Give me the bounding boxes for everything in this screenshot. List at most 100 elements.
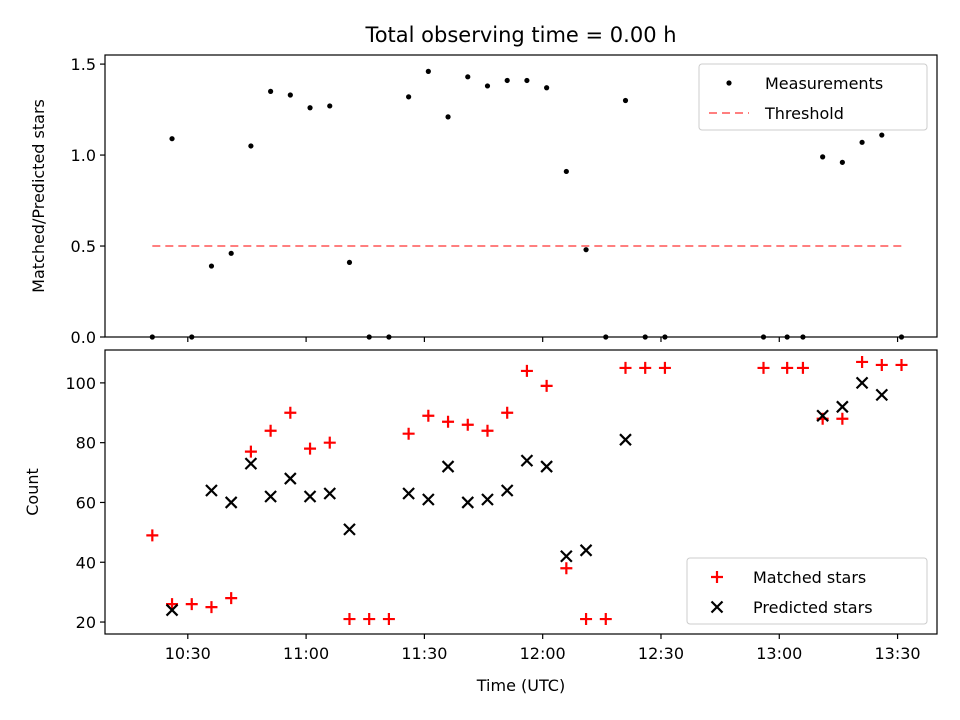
matched-star-point: [185, 598, 198, 611]
y-tick-label: 40: [76, 553, 96, 572]
measurement-point: [800, 334, 806, 340]
legend-label: Threshold: [764, 104, 844, 123]
measurement-point: [307, 105, 313, 111]
x-tick-label: 10:30: [165, 644, 211, 663]
legend-label: Matched stars: [753, 568, 866, 587]
matched-star-point: [580, 613, 593, 626]
measurement-point: [524, 77, 530, 84]
matched-star-point: [540, 379, 553, 392]
measurement-point: [484, 83, 491, 89]
measurement-point: [366, 334, 372, 340]
matched-star-point: [264, 424, 277, 437]
legend: Measurements Threshold: [698, 63, 928, 131]
measurement-point: [208, 263, 215, 269]
measurement-point: [445, 114, 451, 120]
predicted-star-point: [500, 484, 514, 497]
y-tick-label: 0.5: [71, 237, 96, 256]
legend-label: Measurements: [765, 74, 883, 93]
y-tick-label: 100: [65, 374, 96, 393]
matched-star-point: [619, 361, 632, 374]
y-tick-label: 80: [76, 434, 96, 453]
predicted-star-point: [205, 484, 218, 497]
matched-star-point: [343, 613, 356, 626]
y-tick-label: 0.0: [71, 328, 96, 347]
measurement-point: [386, 334, 392, 340]
measurement-point: [784, 334, 790, 340]
matched-star-point: [244, 445, 257, 458]
series-layer: [149, 68, 905, 340]
top-subplot: 0.0 0.5 1.0 1.5 Matched/Predicted stars Measu…: [29, 54, 938, 347]
legend-box: [686, 557, 928, 625]
x-tick-label: 11:00: [283, 644, 329, 663]
y-tick-label: 1.0: [71, 146, 96, 165]
matched-star-point: [895, 358, 908, 371]
matched-star-point: [599, 613, 612, 626]
matched-star-point: [304, 442, 317, 455]
matched-star-point: [481, 424, 494, 437]
y-tick-label: 1.5: [71, 55, 96, 74]
measurement-point: [603, 334, 609, 340]
predicted-star-point: [343, 523, 356, 536]
matched-star-point: [422, 409, 435, 422]
measurement-point: [346, 259, 353, 266]
measurement-point: [228, 250, 234, 256]
y-axis-label: Count: [23, 468, 42, 516]
matched-star-point: [284, 406, 297, 419]
predicted-star-point: [520, 454, 534, 467]
predicted-star-point: [875, 388, 889, 402]
legend-label: Predicted stars: [753, 598, 873, 617]
measurement-point: [504, 77, 510, 84]
matched-star-point: [442, 415, 455, 428]
legend-marker-swatch: [711, 571, 723, 583]
matched-star-point: [875, 358, 888, 371]
predicted-star-point: [619, 433, 632, 446]
axes-frame: [104, 54, 938, 338]
axes-frame: [104, 349, 938, 635]
matched-star-point: [639, 361, 652, 374]
predicted-star-point: [422, 493, 435, 506]
predicted-star-point: [540, 460, 553, 473]
matched-star-point: [461, 418, 474, 431]
matched-star-point: [323, 436, 336, 449]
measurement-point: [406, 94, 412, 100]
matched-star-point: [146, 529, 159, 542]
matched-star-point: [205, 601, 218, 614]
predicted-star-point: [323, 487, 337, 500]
predicted-star-point: [224, 496, 238, 509]
measurement-point: [622, 97, 629, 104]
predicted-star-point: [402, 487, 415, 500]
measurement-point: [642, 334, 648, 340]
matched-star-point: [856, 355, 869, 368]
measurement-point: [465, 74, 471, 80]
x-tick-label: 13:00: [756, 644, 802, 663]
predicted-star-point: [284, 472, 297, 485]
matched-star-point: [796, 361, 809, 374]
measurement-point: [544, 85, 550, 91]
matched-star-point: [836, 412, 849, 425]
chart-title: Total observing time = 0.00 h: [364, 23, 676, 47]
predicted-star-point: [264, 490, 277, 503]
x-tick-label: 12:00: [520, 644, 566, 663]
legend-marker-swatch: [726, 80, 732, 86]
predicted-star-point: [461, 496, 475, 509]
predicted-star-point: [560, 549, 573, 563]
measurement-point: [327, 103, 333, 109]
measurement-point: [839, 159, 845, 165]
predicted-star-point: [441, 460, 455, 473]
predicted-star-point: [579, 544, 593, 557]
matched-star-point: [225, 592, 238, 605]
measurement-point: [268, 88, 274, 94]
matched-star-point: [166, 598, 179, 611]
measurement-point: [859, 139, 865, 145]
measurement-point: [189, 334, 195, 340]
matched-star-point: [781, 361, 794, 374]
predicted-star-point: [165, 603, 179, 617]
bottom-subplot: 20 40 60 80 100 10:30 11:00 11:30 12:00 12:30 13:0…: [23, 349, 938, 695]
matched-star-point: [658, 361, 671, 374]
legend-marker-swatch: [710, 600, 724, 614]
y-tick-label: 60: [76, 493, 96, 512]
matched-star-point: [382, 613, 395, 626]
predicted-star-point: [303, 490, 317, 503]
matched-star-point: [402, 427, 415, 440]
x-tick-label: 13:30: [875, 644, 921, 663]
